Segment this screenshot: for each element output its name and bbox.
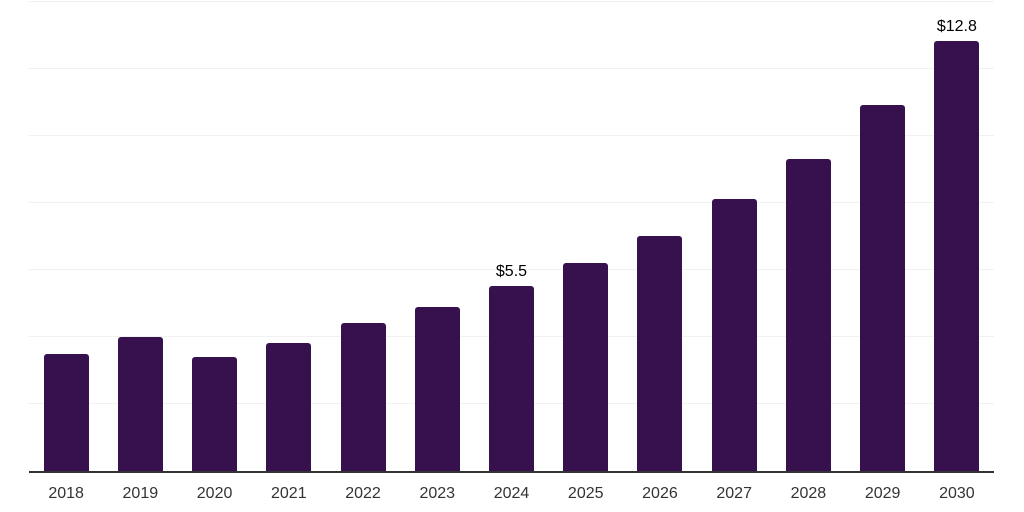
x-tick-label-2027: 2027 bbox=[716, 485, 752, 502]
bar-2027 bbox=[711, 199, 757, 472]
x-tick-label-2030: 2030 bbox=[939, 485, 975, 502]
x-tick-label-2021: 2021 bbox=[271, 485, 307, 502]
gridline bbox=[29, 0, 994, 2]
x-tick-label-2029: 2029 bbox=[864, 485, 901, 502]
bar-2021 bbox=[266, 343, 312, 472]
x-tick-label-2024: 2024 bbox=[493, 485, 530, 502]
x-tick-label-2025: 2025 bbox=[567, 485, 604, 502]
bar-2022 bbox=[340, 323, 386, 472]
data-label-2024: $5.5 bbox=[495, 263, 528, 281]
bar-2020 bbox=[192, 356, 238, 472]
bar-2018 bbox=[43, 353, 89, 472]
x-tick-label-2019: 2019 bbox=[122, 485, 159, 502]
bar-2028 bbox=[785, 158, 831, 472]
x-tick-label-2023: 2023 bbox=[419, 485, 456, 502]
gridline bbox=[29, 67, 994, 69]
x-axis-line bbox=[29, 471, 994, 473]
gridline bbox=[29, 201, 994, 203]
data-label-2030: $12.8 bbox=[936, 18, 977, 36]
x-tick-label-2020: 2020 bbox=[196, 485, 233, 502]
bar-2019 bbox=[117, 336, 163, 472]
bar-2030 bbox=[934, 41, 980, 472]
gridline bbox=[29, 134, 994, 136]
bar-2025 bbox=[563, 262, 609, 472]
x-tick-label-2018: 2018 bbox=[48, 485, 84, 502]
x-tick-label-2028: 2028 bbox=[790, 485, 827, 502]
bar-2026 bbox=[637, 236, 683, 472]
bar-2024 bbox=[489, 286, 534, 472]
bar-2029 bbox=[860, 105, 906, 472]
x-tick-label-2022: 2022 bbox=[345, 485, 381, 502]
x-tick-label-2026: 2026 bbox=[642, 485, 678, 502]
bar-2023 bbox=[414, 306, 460, 472]
gridline bbox=[29, 269, 994, 271]
